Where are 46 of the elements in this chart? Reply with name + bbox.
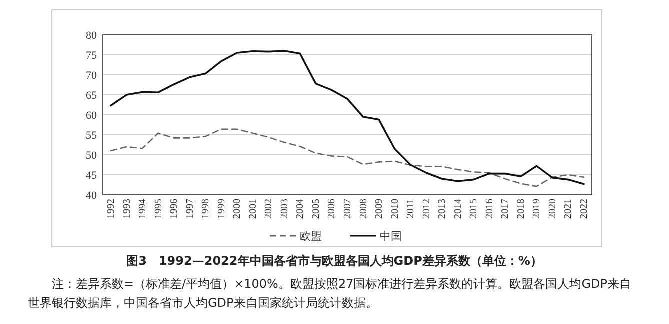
y-tick-label: 70 <box>86 70 98 82</box>
x-tick-label: 2016 <box>484 199 496 219</box>
y-tick-label: 40 <box>86 190 98 202</box>
x-tick-label: 2021 <box>563 199 574 219</box>
text: 注：差异系数=（标准差/平均值）×100%。欧盟按照27国标准进行差异系数的计算。欧盟各国人均GDP来自世界银行数据库，中国各省市人均GDP来自国家统计局统计数据。 <box>28 276 633 312</box>
x-tick-label: 1992 <box>106 199 117 219</box>
x-tick-label: 2014 <box>452 199 464 219</box>
x-tick-label: 2007 <box>342 199 354 219</box>
x-tick-label: 2005 <box>310 199 322 219</box>
x-tick-label: 1999 <box>216 199 228 219</box>
x-tick-label: 2000 <box>232 199 244 219</box>
x-tick-label: 1998 <box>200 199 212 219</box>
x-tick-label: 2002 <box>264 199 275 219</box>
y-tick-label: 60 <box>86 110 98 122</box>
x-tick-label: 1996 <box>169 199 180 219</box>
x-tick-label: 2003 <box>279 199 290 219</box>
line-series <box>110 50 585 186</box>
x-tick-label: 1995 <box>153 199 164 219</box>
x-tick-label: 2015 <box>468 199 480 219</box>
y-tick-label: 80 <box>86 30 98 42</box>
x-tick-label: 2004 <box>295 199 306 219</box>
x-tick-label: 2013 <box>437 199 448 219</box>
x-tick-label: 2001 <box>248 199 259 219</box>
text: 图3 1992—2022年中国各省市与欧盟各国人均GDP差异系数（单位：%） <box>126 253 544 270</box>
legend-label: 欧盟 <box>300 230 322 243</box>
y-tick-label: 65 <box>86 90 98 102</box>
y-tick-label: 50 <box>86 150 98 162</box>
y-tick-label: 75 <box>86 50 98 62</box>
x-tick-label: 2020 <box>547 199 558 219</box>
y-tick-label: 55 <box>86 130 98 142</box>
x-tick-label: 2022 <box>579 199 590 219</box>
x-tick-label: 1993 <box>122 199 133 219</box>
x-tick-label: 1997 <box>184 199 196 219</box>
y-tick-label: 45 <box>86 170 98 182</box>
x-tick-label: 2011 <box>406 199 417 219</box>
x-tick-label: 2017 <box>500 199 512 219</box>
legend-label: 中国 <box>380 230 402 243</box>
x-tick-label: 2010 <box>390 199 401 219</box>
x-tick-label: 1994 <box>138 199 149 219</box>
x-tick-label: 2018 <box>516 199 527 219</box>
line-series <box>110 128 585 188</box>
x-tick-label: 2019 <box>532 199 543 219</box>
x-tick-label: 2006 <box>326 199 338 219</box>
x-tick-label: 2009 <box>374 199 386 219</box>
x-tick-label: 2008 <box>358 199 370 219</box>
x-tick-label: 2012 <box>421 199 432 219</box>
